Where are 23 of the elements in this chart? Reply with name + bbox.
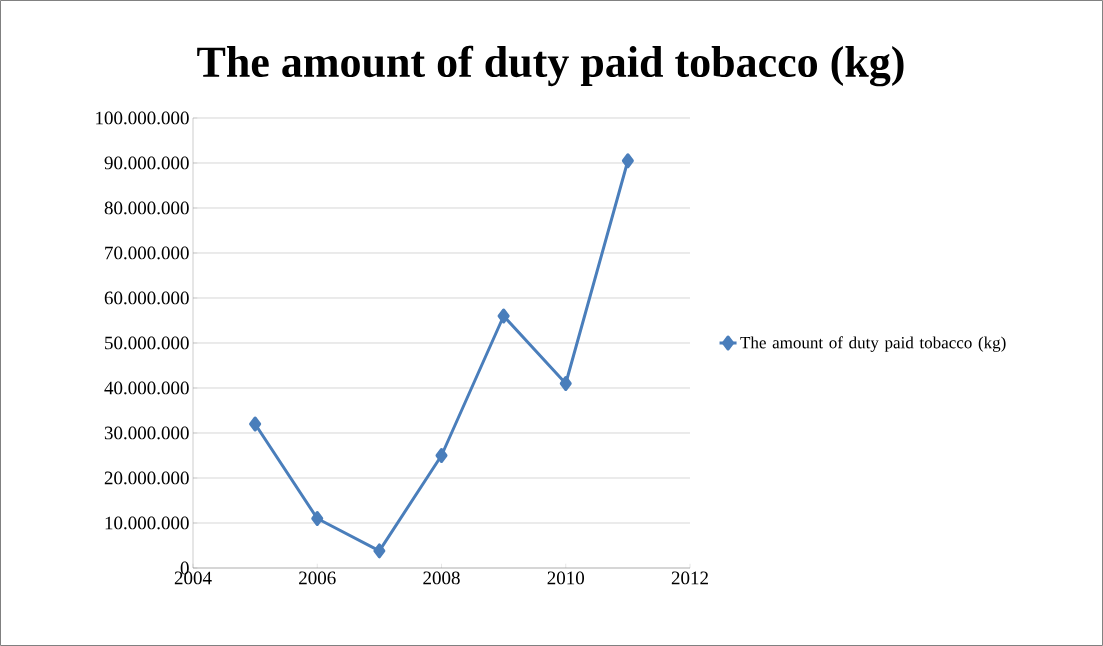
point <box>435 448 448 463</box>
x-tick-label: 2010 <box>547 571 585 585</box>
point <box>249 416 262 432</box>
y-tick-label: 80.000.000 <box>104 201 189 215</box>
y-tick-label: 20.000.000 <box>104 471 189 485</box>
y-tick-label: 100.000.000 <box>96 111 189 125</box>
y-tick-label: 70.000.000 <box>105 246 189 260</box>
y-tick-label: 60.000.000 <box>104 291 189 305</box>
point <box>559 376 572 391</box>
point <box>621 153 634 169</box>
y-tick-label: 50.000.000 <box>105 336 189 350</box>
legend-label: The amount of duty paid tobacco (kg) <box>740 336 1006 352</box>
x-tick-label: 2006 <box>299 571 336 585</box>
y-tick-label: 90.000.000 <box>104 156 189 170</box>
chart-title: The amount of duty paid tobacco (kg) <box>197 45 904 87</box>
y-tick-label: 30.000.000 <box>104 426 189 440</box>
point <box>373 543 386 559</box>
y-tick-label: 10.000.000 <box>105 516 189 530</box>
x-tick-label: 2008 <box>423 571 460 585</box>
y-tick-label: 40.000.000 <box>104 381 189 395</box>
x-tick-label: 2012 <box>671 571 708 585</box>
point <box>497 308 510 324</box>
point <box>311 511 324 526</box>
